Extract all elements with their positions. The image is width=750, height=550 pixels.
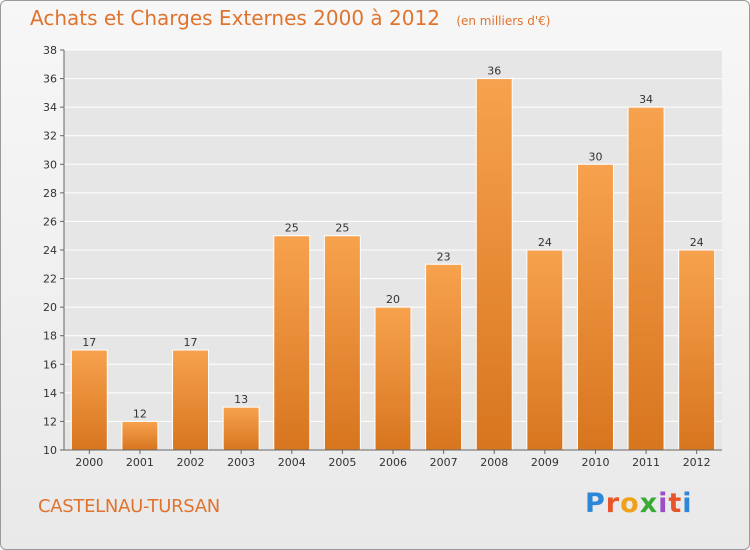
- bar-2000: [70, 349, 108, 451]
- y-tick-label: 36: [43, 73, 57, 86]
- x-tick-label: 2001: [126, 456, 154, 469]
- y-tick-label: 28: [43, 187, 57, 200]
- bar-2001: [121, 420, 159, 451]
- x-tick-label: 2002: [177, 456, 205, 469]
- bar-2007: [425, 263, 463, 451]
- logo-letter: i: [658, 488, 669, 519]
- bar-2008: [475, 78, 513, 451]
- value-label: 17: [82, 336, 96, 349]
- logo-letter: t: [668, 488, 683, 519]
- bar-2004: [273, 235, 311, 451]
- logo-letter: i: [682, 488, 693, 519]
- bar-2006: [374, 306, 412, 451]
- value-label: 30: [588, 150, 602, 163]
- value-label: 23: [437, 250, 451, 263]
- logo-letter: x: [639, 488, 659, 519]
- y-tick-label: 30: [43, 158, 57, 171]
- proxiti-logo: Proxiti: [585, 488, 693, 519]
- value-label: 12: [133, 407, 147, 420]
- bar-2003: [222, 406, 260, 451]
- value-label: 13: [234, 393, 248, 406]
- x-tick-label: 2008: [480, 456, 508, 469]
- x-tick-label: 2007: [430, 456, 458, 469]
- y-tick-label: 22: [43, 273, 57, 286]
- y-tick-label: 38: [43, 44, 57, 57]
- chart-title-text: Achats et Charges Externes 2000 à 2012: [30, 6, 440, 30]
- logo-letter: P: [585, 488, 606, 519]
- x-axis: 2000 2001 2002 2003 2004 2005 2006 2007 2008 2009…: [64, 449, 722, 469]
- x-tick-label: 2011: [632, 456, 660, 469]
- value-label: 25: [285, 222, 299, 235]
- value-label: 17: [184, 336, 198, 349]
- bar-2011: [627, 106, 665, 451]
- y-tick-label: 24: [43, 244, 57, 257]
- y-tick-label: 18: [43, 330, 57, 343]
- value-label: 24: [690, 236, 704, 249]
- x-tick-label: 2004: [278, 456, 306, 469]
- x-tick-label: 2010: [581, 456, 609, 469]
- value-label: 20: [386, 293, 400, 306]
- y-tick-label: 10: [43, 444, 57, 457]
- x-tick-label: 2005: [328, 456, 356, 469]
- value-label: 25: [335, 222, 349, 235]
- x-tick-label: 2003: [227, 456, 255, 469]
- bar-2010: [576, 163, 614, 451]
- value-label: 24: [538, 236, 552, 249]
- bar-2005: [323, 235, 361, 451]
- x-tick-label: 2009: [531, 456, 559, 469]
- logo-letter: r: [605, 488, 621, 519]
- x-tick-label: 2012: [683, 456, 711, 469]
- x-tick-label: 2000: [75, 456, 103, 469]
- y-tick-label: 14: [43, 387, 57, 400]
- y-axis: 10 12 14 16 18 20 22 24 26 28 30 32 34 36 38: [43, 44, 65, 457]
- y-tick-label: 20: [43, 301, 57, 314]
- value-label: 36: [487, 65, 501, 78]
- commune-name: CASTELNAU-TURSAN: [38, 496, 220, 517]
- chart-subtitle: (en milliers d'€): [456, 14, 551, 28]
- chart-title: Achats et Charges Externes 2000 à 2012 (…: [30, 6, 550, 30]
- y-tick-label: 32: [43, 130, 57, 143]
- y-tick-label: 34: [43, 101, 57, 114]
- bar-2009: [526, 249, 564, 451]
- bar-2012: [678, 249, 716, 451]
- value-label: 34: [639, 93, 653, 106]
- y-tick-label: 16: [43, 358, 57, 371]
- logo-letter: o: [620, 488, 640, 519]
- bar-2002: [172, 349, 210, 451]
- x-tick-label: 2006: [379, 456, 407, 469]
- y-tick-label: 12: [43, 415, 57, 428]
- y-tick-label: 26: [43, 215, 57, 228]
